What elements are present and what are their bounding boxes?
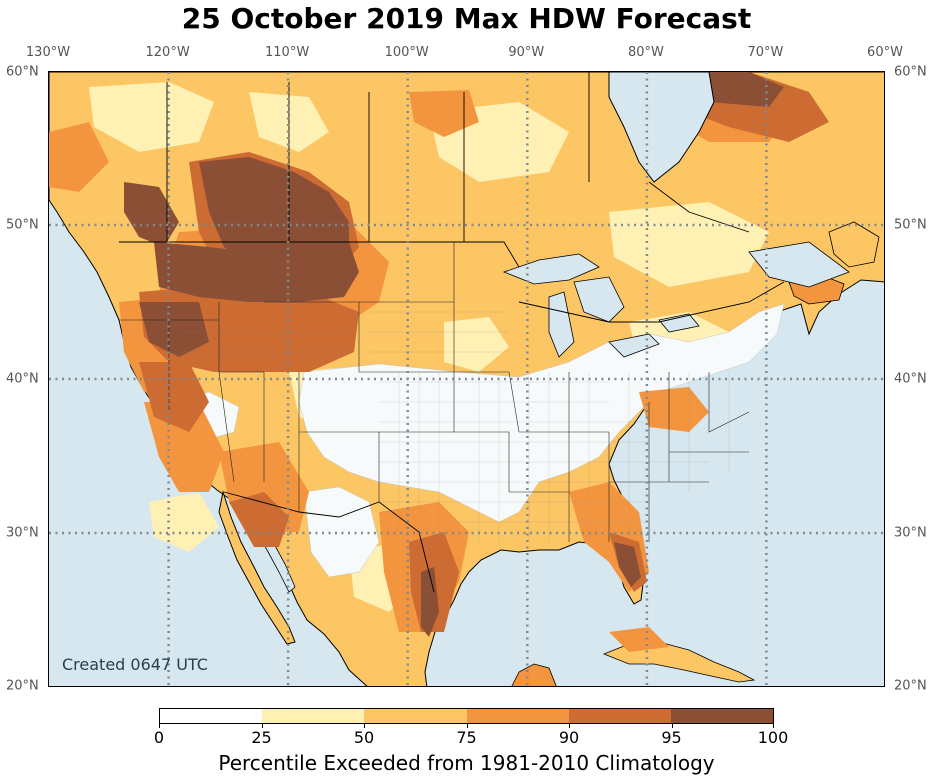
- county-lines: [179, 311, 730, 542]
- shade-95-100: [124, 72, 784, 637]
- colorbar-bin-90-95: [568, 709, 671, 723]
- colorbar-tick-100: 100: [757, 728, 789, 747]
- colorbar: [159, 708, 774, 724]
- lon-tick-110w: 110°W: [265, 45, 310, 60]
- map-panel: Created 0647 UTC: [48, 71, 885, 687]
- lon-tick-80w: 80°W: [627, 45, 664, 60]
- colorbar-bin-25-50: [262, 709, 365, 723]
- colorbar-bin-0-25: [160, 709, 263, 723]
- colorbar-tick-25: 25: [251, 728, 272, 747]
- lat-tick-left-30n: 30°N: [6, 525, 39, 541]
- landmass-newfoundland: [828, 221, 880, 268]
- colorbar-tickmark: [159, 724, 160, 728]
- lon-tick-120w: 120°W: [145, 45, 190, 60]
- landmass-baja: [218, 490, 296, 645]
- colorbar-tickmark: [773, 724, 774, 728]
- lat-tick-left-40n: 40°N: [6, 371, 39, 387]
- colorbar-tickmark: [261, 724, 263, 728]
- colorbar-tick-0: 0: [153, 728, 165, 747]
- lon-tick-100w: 100°W: [384, 45, 429, 60]
- colorbar-tick-90: 90: [558, 728, 580, 747]
- colorbar-tickmark: [364, 724, 365, 728]
- created-timestamp: Created 0647 UTC: [62, 655, 208, 674]
- colorbar-tick-75: 75: [456, 728, 477, 747]
- hudson-bay: [608, 72, 715, 183]
- lat-tick-right-50n: 50°N: [894, 217, 927, 233]
- lon-tick-70w: 70°W: [747, 45, 784, 60]
- colorbar-tickmark: [569, 724, 570, 728]
- map-canvas: [49, 72, 884, 686]
- colorbar-label: Percentile Exceeded from 1981-2010 Clima…: [218, 751, 715, 775]
- lat-tick-left-20n: 20°N: [6, 678, 39, 694]
- landmass-yucatan: [511, 663, 557, 686]
- colorbar-tickmark: [671, 724, 673, 728]
- great-lakes: [502, 253, 700, 358]
- lat-tick-left-50n: 50°N: [6, 217, 39, 233]
- lon-tick-60w: 60°W: [867, 45, 903, 60]
- colorbar-bin-95-100: [670, 709, 774, 723]
- lat-tick-right-40n: 40°N: [894, 371, 927, 387]
- lon-tick-90w: 90°W: [508, 45, 545, 60]
- colorbar-tick-95: 95: [661, 728, 682, 747]
- colorbar-tick-50: 50: [353, 728, 375, 747]
- colorbar-bin-50-75: [364, 709, 467, 723]
- colorbar-bin-75-90: [466, 709, 569, 723]
- map-title: 25 October 2019 Max HDW Forecast: [181, 2, 752, 35]
- lat-tick-right-30n: 30°N: [894, 525, 927, 541]
- colorbar-tickmark: [466, 724, 468, 728]
- lon-tick-130w: 130°W: [25, 45, 71, 60]
- lat-tick-right-20n: 20°N: [894, 678, 927, 694]
- lat-tick-left-60n: 60°N: [6, 64, 39, 80]
- lat-tick-right-60n: 60°N: [894, 64, 927, 80]
- gulf-st-lawrence: [748, 241, 850, 288]
